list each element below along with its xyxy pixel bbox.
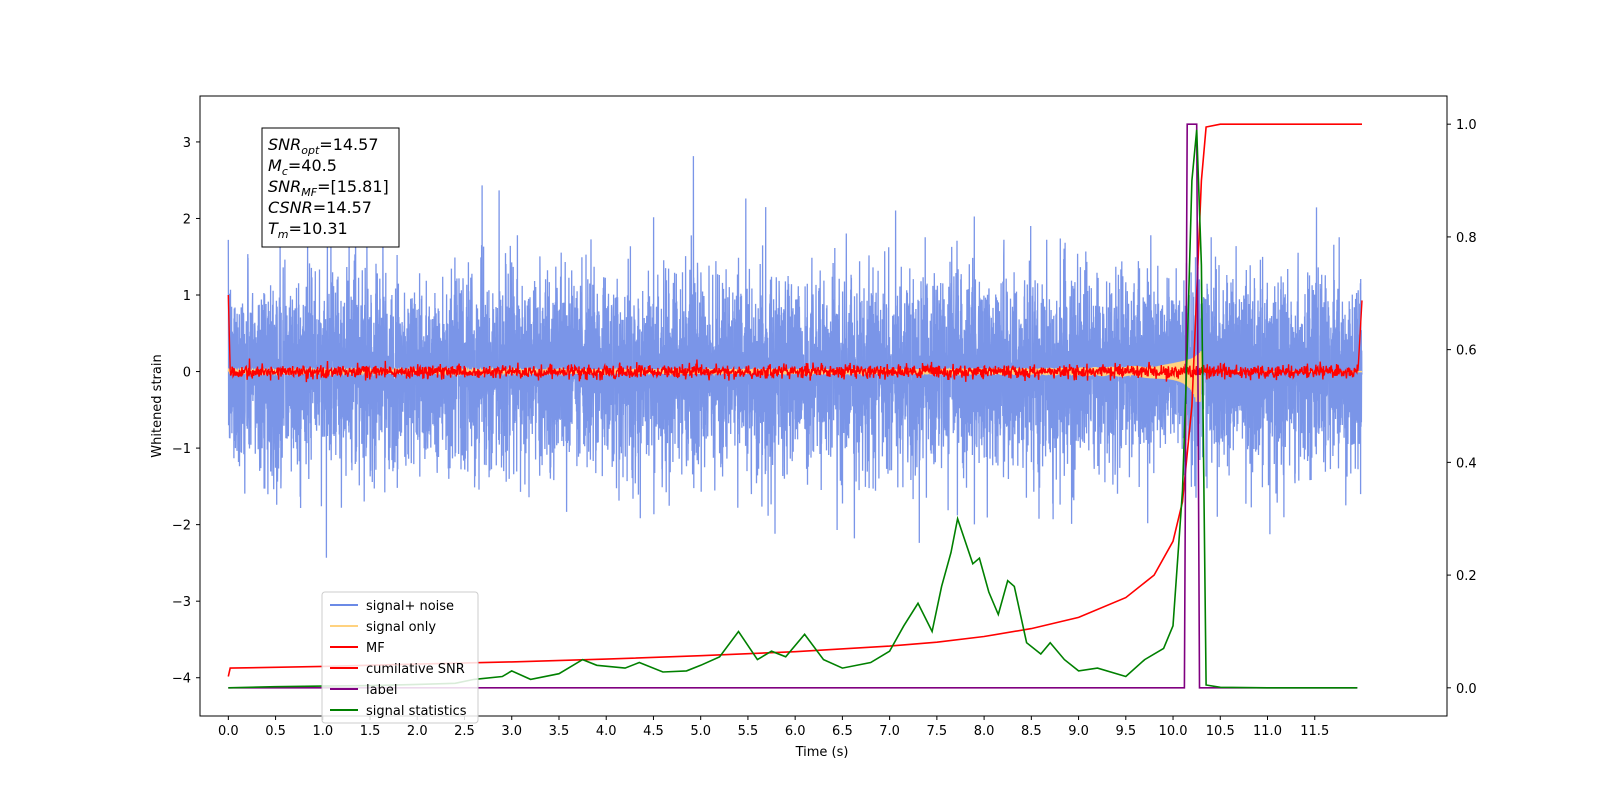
- x-tick-label: 5.5: [738, 724, 759, 739]
- x-tick-label: 3.5: [549, 724, 570, 739]
- legend-label: MF: [366, 641, 385, 656]
- legend-label: label: [366, 683, 397, 698]
- y-tick-label: 1: [183, 289, 191, 304]
- x-tick-label: 6.5: [832, 724, 853, 739]
- info-line: Mc=40.5: [268, 156, 337, 178]
- x-tick-label: 0.0: [218, 724, 239, 739]
- x-axis-ticks: 0.0 0.5 1.0 1.5 2.0 2.5 3.0 3.5 4.0 4.5 5.0 5.5 6.0 6…: [218, 716, 1329, 739]
- y-axis-label: Whitened strain: [150, 354, 165, 457]
- info-line: CSNR=14.57: [268, 198, 372, 217]
- y2-tick-label: 0.2: [1456, 569, 1477, 584]
- info-line: SNRopt=14.57: [268, 135, 379, 157]
- y-tick-label: 0: [183, 366, 191, 381]
- x-tick-label: 11.5: [1300, 724, 1329, 739]
- x-tick-label: 6.0: [785, 724, 806, 739]
- plot-frame: [199, 95, 1448, 717]
- cumilative-snr-line: [227, 123, 1362, 677]
- info-line: Tm=10.31: [268, 219, 348, 241]
- x-axis-label: Time (s): [795, 745, 849, 760]
- x-tick-label: 4.5: [643, 724, 664, 739]
- y2-tick-label: 0.8: [1456, 231, 1477, 246]
- y-tick-label: −3: [172, 595, 191, 610]
- x-tick-label: 7.0: [879, 724, 900, 739]
- legend-label: cumilative SNR: [366, 662, 465, 677]
- y-tick-label: −1: [172, 442, 191, 457]
- x-tick-label: 2.5: [454, 724, 475, 739]
- plot-area: [227, 123, 1363, 689]
- y2-axis-ticks: 1.0 0.8 0.6 0.4 0.2 0.0: [1447, 118, 1477, 697]
- signal-noise-line: [227, 156, 1363, 558]
- x-tick-label: 3.0: [501, 724, 522, 739]
- x-tick-label: 1.0: [312, 724, 333, 739]
- y2-tick-label: 1.0: [1456, 118, 1477, 133]
- y2-tick-label: 0.0: [1456, 682, 1477, 697]
- info-line: SNRMF=[15.81]: [268, 177, 389, 199]
- legend-label: signal+ noise: [366, 599, 454, 614]
- x-tick-label: 11.0: [1253, 724, 1282, 739]
- legend-label: signal only: [366, 620, 436, 635]
- x-tick-label: 8.5: [1021, 724, 1042, 739]
- y-tick-label: 2: [183, 212, 191, 227]
- x-tick-label: 9.0: [1068, 724, 1089, 739]
- x-tick-label: 7.5: [927, 724, 948, 739]
- x-tick-label: 2.0: [407, 724, 428, 739]
- legend-frame: [321, 591, 479, 724]
- series-signal-noise: [227, 156, 1363, 558]
- info-box: SNRopt=14.57Mc=40.5SNRMF=[15.81]CSNR=14.…: [261, 127, 400, 248]
- y2-tick-label: 0.4: [1456, 456, 1477, 471]
- legend-label: signal statistics: [366, 704, 467, 719]
- y-tick-label: −4: [172, 672, 191, 687]
- mf-line: [227, 294, 1363, 383]
- x-tick-label: 1.5: [360, 724, 381, 739]
- signal-statistics-line: [228, 129, 1358, 689]
- y-tick-label: 3: [183, 136, 191, 151]
- info-box-frame: [261, 127, 400, 248]
- x-tick-label: 10.0: [1159, 724, 1188, 739]
- series-mf: [227, 294, 1363, 383]
- y2-tick-label: 0.6: [1456, 344, 1477, 359]
- y-tick-label: −2: [172, 519, 191, 534]
- legend: signal+ noise signal only MF cumilative SNR…: [321, 591, 479, 724]
- y-axis-ticks: 3 2 1 0 −1 −2 −3 −4: [172, 136, 200, 687]
- x-tick-label: 0.5: [265, 724, 286, 739]
- x-tick-label: 4.0: [596, 724, 617, 739]
- x-tick-label: 5.0: [690, 724, 711, 739]
- x-tick-label: 10.5: [1206, 724, 1235, 739]
- x-tick-label: 9.5: [1115, 724, 1136, 739]
- x-tick-label: 8.0: [974, 724, 995, 739]
- right-axis-series: [227, 123, 1362, 689]
